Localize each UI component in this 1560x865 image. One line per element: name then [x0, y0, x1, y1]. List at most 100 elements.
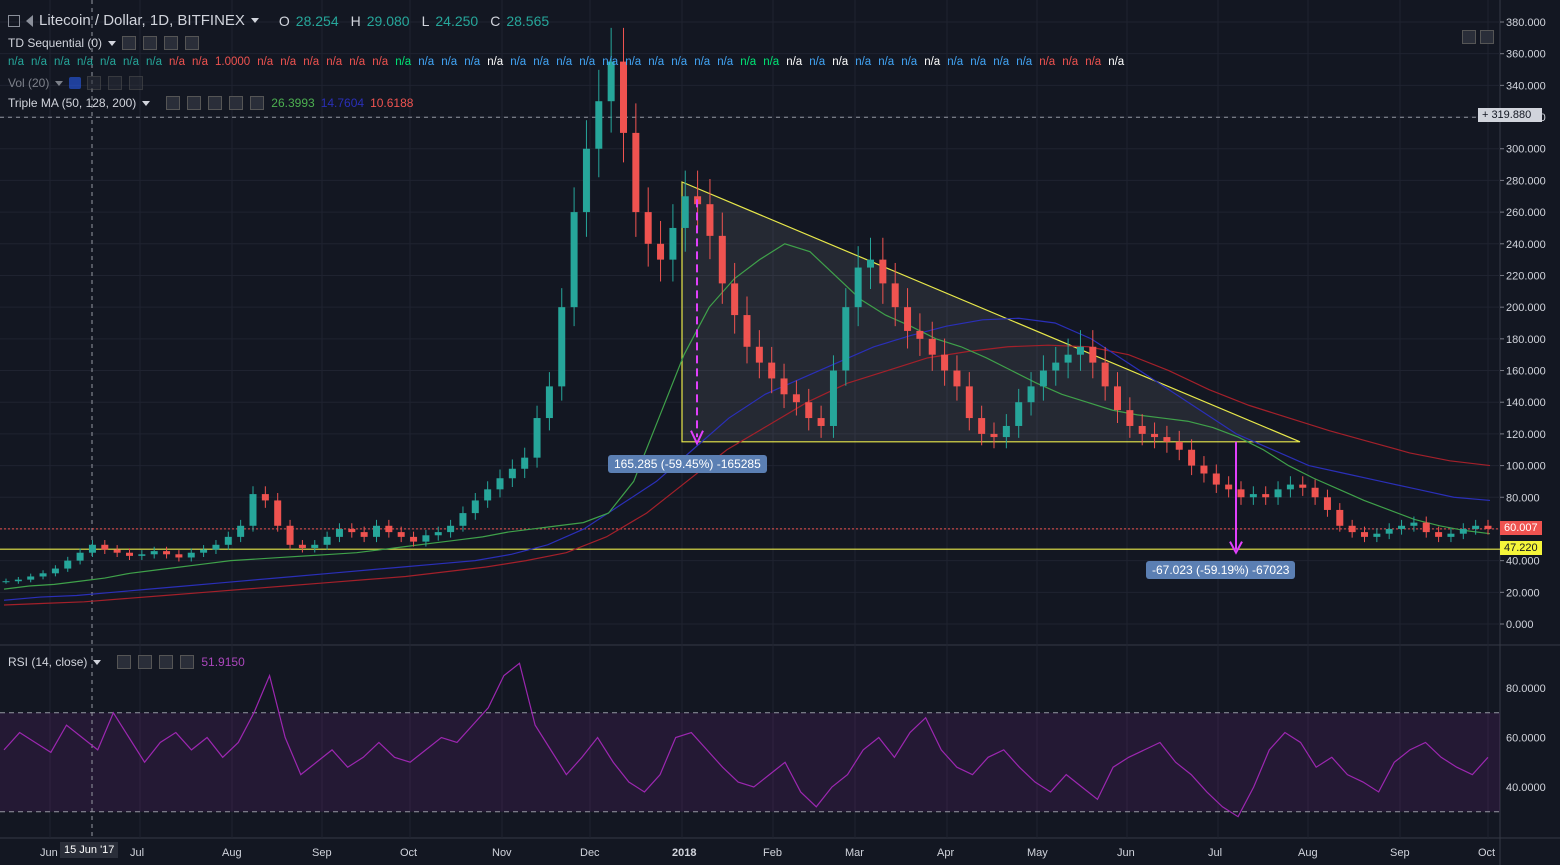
collapse-icon[interactable] — [26, 14, 33, 27]
chevron-down-icon[interactable] — [93, 659, 102, 665]
rsi-axis-label: 60.0000 — [1506, 733, 1546, 745]
eye-icon[interactable] — [166, 96, 181, 110]
td-value: n/a — [1039, 56, 1056, 68]
td-sequential-title[interactable]: TD Sequential (0) — [8, 36, 103, 50]
td-value: n/a — [123, 56, 139, 68]
td-value: n/a — [901, 56, 918, 68]
candle-body — [558, 307, 566, 387]
candle-body — [88, 544, 96, 553]
symbol-header: Litecoin / Dollar, 1D, BITFINEX O 28.254 … — [8, 12, 555, 29]
gear-icon[interactable] — [138, 655, 153, 669]
close-icon[interactable] — [180, 655, 195, 669]
candle-body — [1225, 484, 1233, 490]
plus-icon[interactable]: + — [1482, 109, 1489, 121]
candle-body — [1200, 465, 1208, 474]
candle-body — [681, 196, 689, 228]
candle-body — [397, 532, 405, 537]
price-axis-label: 160.000 — [1506, 366, 1546, 378]
td-sequential-legend[interactable]: TD Sequential (0) — [8, 36, 200, 50]
rsi-legend[interactable]: RSI (14, close) 51.9150 — [8, 655, 245, 669]
td-value: n/a — [763, 56, 780, 68]
candle-body — [1373, 533, 1381, 537]
td-value: n/a — [169, 56, 185, 68]
arrow-up-icon[interactable] — [1480, 30, 1494, 44]
chevron-down-icon[interactable] — [250, 18, 259, 23]
open-value: 28.254 — [295, 12, 339, 29]
plus-icon[interactable] — [159, 655, 174, 669]
td-value: n/a — [372, 56, 389, 68]
price-axis-label: 120.000 — [1506, 429, 1546, 441]
td-value: n/a — [694, 56, 711, 68]
close-icon[interactable] — [250, 96, 265, 110]
eye-icon[interactable] — [117, 655, 132, 669]
time-axis-label: Nov — [492, 847, 512, 859]
td-value: n/a — [878, 56, 895, 68]
source-icon[interactable] — [164, 36, 179, 50]
volume-title[interactable]: Vol (20) — [8, 76, 50, 90]
td-value: n/a — [31, 56, 47, 68]
td-value: n/a — [993, 56, 1010, 68]
candle-body — [1274, 489, 1282, 498]
source-icon[interactable] — [208, 96, 223, 110]
ma200-value: 10.6188 — [370, 96, 414, 110]
td-value: n/a — [1016, 56, 1033, 68]
plus-icon[interactable] — [108, 76, 123, 90]
ma128-value: 14.7604 — [320, 96, 365, 110]
gear-icon[interactable] — [187, 96, 202, 110]
candle-body — [224, 536, 232, 545]
candle-body — [570, 212, 578, 308]
price-axis-label: 300.000 — [1506, 144, 1546, 156]
candle-body — [755, 346, 763, 363]
eye-icon[interactable] — [122, 36, 137, 50]
candle-body — [237, 525, 245, 537]
candle-body — [854, 267, 862, 308]
triple-ma-title[interactable]: Triple MA (50, 128, 200) — [8, 96, 137, 110]
candle-body — [521, 457, 529, 469]
candle-body — [1435, 532, 1443, 537]
chart-menu-icon[interactable] — [8, 14, 20, 27]
close-icon[interactable] — [129, 76, 144, 90]
chevron-down-icon[interactable] — [108, 40, 117, 46]
triangle-pattern — [681, 181, 1301, 443]
td-value: n/a — [924, 56, 941, 68]
candle-body — [1212, 473, 1220, 485]
candle-body — [632, 132, 640, 213]
chevron-down-icon[interactable] — [55, 80, 64, 86]
candle-body — [792, 394, 800, 403]
candle-body — [1126, 410, 1134, 426]
candle-body — [1422, 522, 1430, 533]
candle-body — [286, 525, 294, 545]
candle-body — [1336, 509, 1344, 526]
candle-body — [891, 283, 899, 308]
td-value: n/a — [648, 56, 665, 68]
measure-arrowhead-2 — [1229, 541, 1243, 555]
candle-body — [496, 478, 504, 490]
measure-label-2[interactable]: -67.023 (-59.19%) -67023 — [1146, 561, 1296, 579]
chevron-down-icon[interactable] — [142, 100, 151, 106]
arrow-down-icon[interactable] — [1462, 30, 1476, 44]
td-value: n/a — [257, 56, 274, 68]
close-icon[interactable] — [185, 36, 200, 50]
triple-ma-legend[interactable]: Triple MA (50, 128, 200) 26.3993 14.7604… — [8, 96, 413, 110]
settings-icon[interactable] — [69, 77, 82, 89]
candle-body — [1299, 484, 1307, 488]
plus-icon[interactable] — [229, 96, 244, 110]
candle-body — [768, 362, 776, 379]
candle-body — [1385, 528, 1393, 534]
td-value: n/a — [418, 56, 435, 68]
symbol-title[interactable]: Litecoin / Dollar, 1D, BITFINEX — [39, 12, 245, 29]
td-value: n/a — [1085, 56, 1102, 68]
candle-body — [200, 549, 208, 553]
volume-legend[interactable]: Vol (20) — [8, 76, 144, 90]
price-axis-label: 100.000 — [1506, 461, 1546, 473]
candle-body — [51, 568, 59, 574]
rsi-band — [0, 712, 1500, 812]
gear-icon[interactable] — [143, 36, 158, 50]
rsi-title[interactable]: RSI (14, close) — [8, 655, 88, 669]
candle-body — [1410, 522, 1418, 526]
td-value: n/a — [395, 56, 412, 68]
measure-label-1[interactable]: 165.285 (-59.45%) -165285 — [608, 455, 767, 473]
gear-icon[interactable] — [87, 76, 102, 90]
